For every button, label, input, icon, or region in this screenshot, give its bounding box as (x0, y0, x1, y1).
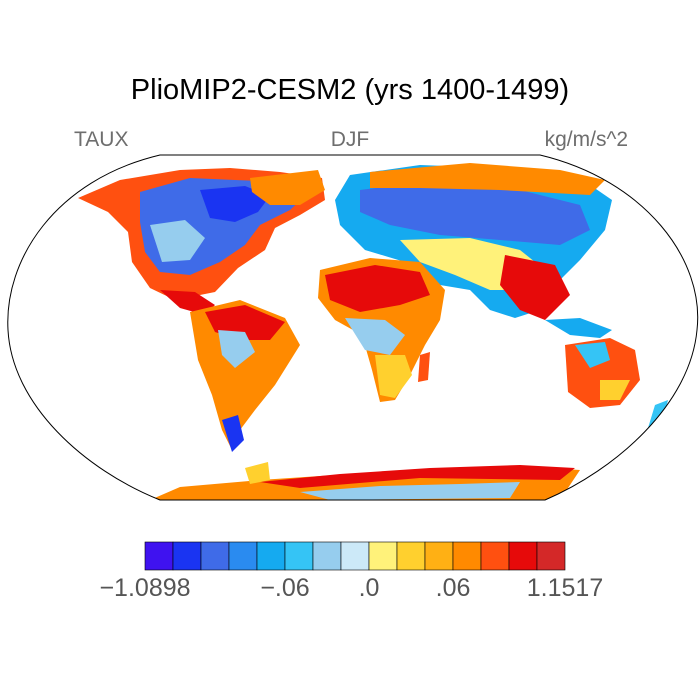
map-title: PlioMIP2-CESM2 (yrs 1400-1499) (130, 74, 570, 106)
australia-blue (575, 342, 610, 368)
colorbar-tick-label: .06 (435, 574, 471, 602)
indonesia (545, 318, 612, 338)
australia-yellow (600, 380, 630, 400)
colorbar-swatch (368, 541, 398, 571)
colorbar-swatch (256, 541, 286, 571)
madagascar (418, 352, 430, 382)
season-label: DJF (330, 128, 370, 151)
colorbar-tick-label: −.06 (260, 574, 310, 602)
central-america (160, 290, 215, 315)
colorbar-swatch (172, 541, 202, 571)
africa-blue (345, 318, 405, 355)
colorbar-swatch (480, 541, 510, 571)
greenland (250, 170, 325, 205)
sa-tip-blue (222, 415, 244, 452)
hudson-blue (200, 186, 270, 222)
antarctica-blue (300, 482, 520, 500)
colorbar-swatch (144, 541, 174, 571)
colorbar-swatch (200, 541, 230, 571)
africa-south-yellow (375, 355, 412, 398)
colorbar-tick-label: .0 (358, 574, 380, 602)
south-america (190, 300, 300, 450)
colorbar-tick-label: −1.0898 (99, 574, 191, 602)
new-zealand (648, 400, 668, 428)
colorbar-swatch (508, 541, 538, 571)
antarctic-peninsula (245, 462, 270, 484)
colorbar-swatch (396, 541, 426, 571)
variable-label: TAUX (74, 128, 129, 151)
sahara-red (325, 265, 430, 312)
colorbar-swatch (452, 541, 482, 571)
units-label: kg/m/s^2 (544, 128, 628, 151)
map-boundary (7, 154, 699, 501)
colorbar-swatch (340, 541, 370, 571)
colorbar-swatch (312, 541, 342, 571)
antarctica-red (260, 465, 575, 488)
colorbar-swatch (424, 541, 454, 571)
colorbar-swatch (284, 541, 314, 571)
colorbar-swatch (228, 541, 258, 571)
siberia-blue (360, 180, 590, 245)
asia-red (500, 255, 570, 320)
arctic-rim (370, 163, 605, 195)
colorbar-tick-label: 1.1517 (526, 574, 604, 602)
sa-blue (218, 330, 255, 368)
colorbar-swatch (536, 541, 566, 571)
na-light (150, 220, 205, 262)
